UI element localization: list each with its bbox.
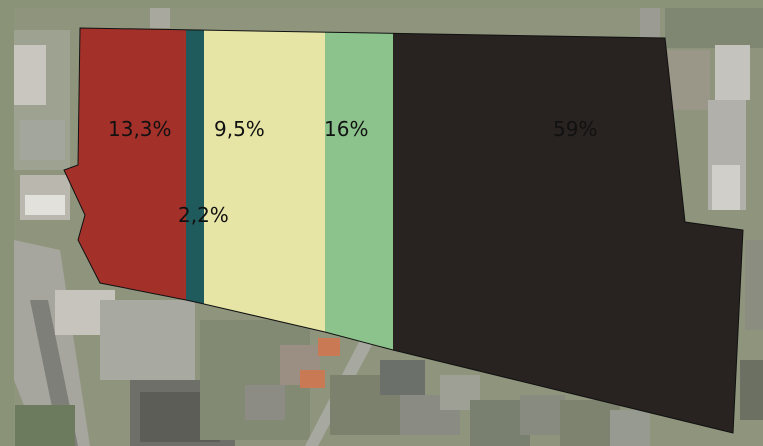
label-segment-3: 9,5% (214, 117, 265, 141)
parcel-outline (63, 27, 744, 434)
label-segment-5: 59% (553, 117, 597, 141)
label-segment-1: 13,3% (108, 117, 172, 141)
label-segment-4: 16% (324, 117, 368, 141)
percentage-labels: 13,3% 2,2% 9,5% 16% 59% (108, 117, 597, 227)
label-segment-2: 2,2% (178, 203, 229, 227)
